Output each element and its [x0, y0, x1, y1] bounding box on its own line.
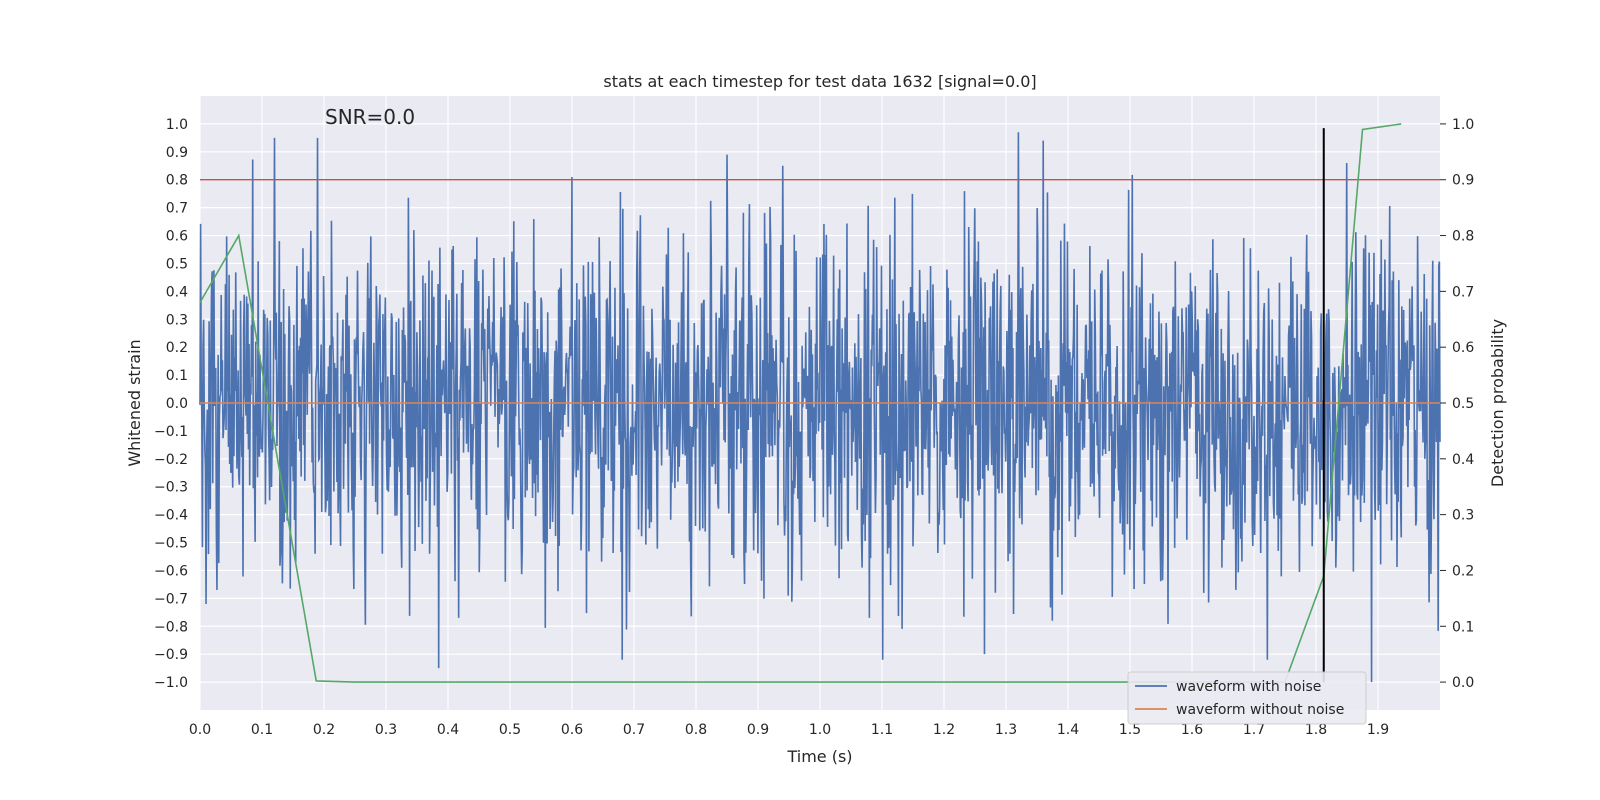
- x-tick-label: 0.6: [561, 722, 583, 738]
- y-tick-label: 0.1: [166, 368, 188, 384]
- y-tick-label: −0.4: [154, 508, 188, 524]
- y2-axis-label: Detection probability: [1488, 319, 1507, 487]
- y2-tick-label: 0.7: [1452, 284, 1474, 300]
- y2-tick-label: 0.0: [1452, 675, 1474, 691]
- x-tick-label: 1.9: [1367, 722, 1389, 738]
- y2-tick-label: 0.9: [1452, 173, 1474, 189]
- y2-tick-label: 0.4: [1452, 452, 1474, 468]
- y-axis-ticks: 1.0 0.9 0.8 0.7 0.6 0.5 0.4 0.3 0.2 0.1 0.0 −0.1 −0.…: [154, 117, 188, 691]
- legend: waveform with noise waveform without noi…: [1127, 671, 1367, 725]
- y-tick-label: −0.9: [154, 647, 188, 663]
- x-tick-label: 0.2: [313, 722, 335, 738]
- x-tick-label: 0.5: [499, 722, 521, 738]
- y2-tick-label: 0.1: [1452, 619, 1474, 635]
- legend-label-noise: waveform with noise: [1176, 679, 1321, 695]
- y-tick-label: −0.3: [154, 480, 188, 496]
- y-tick-label: −1.0: [154, 675, 188, 691]
- y-tick-label: 0.9: [166, 145, 188, 161]
- y-tick-label: −0.2: [154, 452, 188, 468]
- y2-tick-label: 0.5: [1452, 396, 1474, 412]
- x-tick-label: 1.7: [1243, 722, 1265, 738]
- y2-tick-label: 0.2: [1452, 563, 1474, 579]
- x-tick-label: 1.6: [1181, 722, 1203, 738]
- y2-axis-ticks: 1.0 0.9 0.8 0.7 0.6 0.5 0.4 0.3 0.2 0.1 0.0: [1440, 117, 1474, 691]
- y2-tick-label: 0.6: [1452, 340, 1474, 356]
- y-tick-label: 0.2: [166, 340, 188, 356]
- y2-tick-label: 1.0: [1452, 117, 1474, 133]
- x-axis-ticks: 0.0 0.1 0.2 0.3 0.4 0.5 0.6 0.7 0.8 0.9 1.0 1.1 1.2 1…: [189, 722, 1389, 738]
- noise-waveform-line: [199, 132, 1441, 683]
- x-tick-label: 1.8: [1305, 722, 1327, 738]
- x-tick-label: 0.8: [685, 722, 707, 738]
- y-axis-label: Whitened strain: [125, 339, 144, 466]
- y-tick-label: 0.7: [166, 201, 188, 217]
- x-tick-label: 0.3: [375, 722, 397, 738]
- chart-title: stats at each timestep for test data 163…: [603, 72, 1036, 91]
- y-tick-label: 0.0: [166, 396, 188, 412]
- y-tick-label: −0.5: [154, 536, 188, 552]
- x-tick-label: 0.1: [251, 722, 273, 738]
- x-tick-label: 0.4: [437, 722, 459, 738]
- y-tick-label: −0.1: [154, 424, 188, 440]
- x-axis-label: Time (s): [786, 747, 852, 766]
- y-tick-label: −0.7: [154, 591, 188, 607]
- legend-label-clean: waveform without noise: [1176, 702, 1344, 718]
- y-tick-label: 0.5: [166, 256, 188, 272]
- y-tick-label: 1.0: [166, 117, 188, 133]
- y2-tick-label: 0.3: [1452, 508, 1474, 524]
- legend-box: [1127, 671, 1367, 725]
- x-tick-label: 1.1: [871, 722, 893, 738]
- y-tick-label: 0.4: [166, 284, 188, 300]
- x-tick-label: 0.9: [747, 722, 769, 738]
- y-tick-label: −0.6: [154, 563, 188, 579]
- x-tick-label: 1.2: [933, 722, 955, 738]
- y-tick-label: 0.3: [166, 312, 188, 328]
- x-tick-label: 1.4: [1057, 722, 1079, 738]
- x-tick-label: 0.0: [189, 722, 211, 738]
- x-tick-label: 1.3: [995, 722, 1017, 738]
- y2-tick-label: 0.8: [1452, 229, 1474, 245]
- y-tick-label: 0.6: [166, 229, 188, 245]
- snr-annotation: SNR=0.0: [325, 105, 415, 129]
- x-tick-label: 0.7: [623, 722, 645, 738]
- y-tick-label: −0.8: [154, 619, 188, 635]
- x-tick-label: 1.5: [1119, 722, 1141, 738]
- x-tick-label: 1.0: [809, 722, 831, 738]
- y-tick-label: 0.8: [166, 173, 188, 189]
